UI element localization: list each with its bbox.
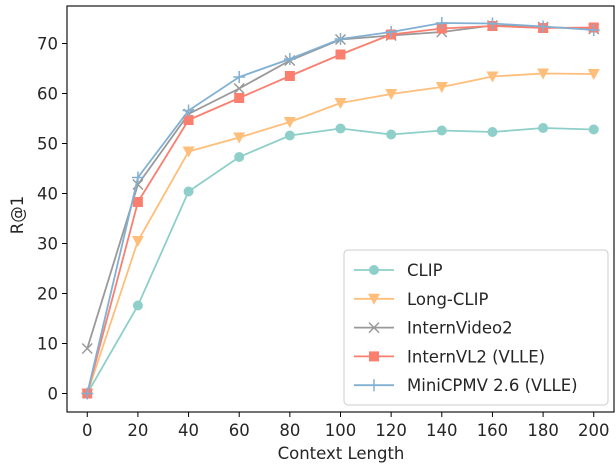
legend-marker bbox=[368, 322, 380, 334]
data-point bbox=[182, 146, 195, 158]
x-tick-label: 80 bbox=[279, 421, 300, 440]
y-tick-label: 40 bbox=[37, 185, 58, 204]
data-point bbox=[436, 125, 447, 136]
data-point bbox=[335, 123, 346, 134]
data-point bbox=[385, 89, 398, 100]
x-tick-label: 200 bbox=[578, 421, 610, 440]
legend-marker bbox=[369, 265, 379, 275]
legend-marker bbox=[368, 379, 380, 392]
data-point bbox=[334, 33, 347, 45]
data-point bbox=[284, 130, 295, 141]
x-tick-label: 140 bbox=[426, 421, 458, 440]
data-point bbox=[233, 132, 246, 144]
data-point bbox=[283, 53, 296, 65]
y-tick-label: 60 bbox=[37, 85, 58, 104]
y-tick-label: 20 bbox=[37, 285, 58, 304]
data-point bbox=[131, 171, 144, 184]
legend-label: Long-CLIP bbox=[407, 290, 488, 309]
data-point bbox=[233, 82, 245, 95]
legend-box bbox=[343, 249, 609, 406]
legend-label: CLIP bbox=[407, 261, 443, 280]
legend-item: InternVideo2 bbox=[354, 319, 513, 338]
data-point bbox=[435, 17, 448, 29]
legend-item: MiniCPMV 2.6 (VLLE) bbox=[354, 376, 578, 395]
data-point bbox=[588, 124, 599, 135]
data-point bbox=[587, 24, 600, 36]
data-point bbox=[487, 127, 498, 137]
data-point bbox=[435, 82, 448, 93]
data-point bbox=[81, 342, 93, 355]
x-tick-label: 60 bbox=[229, 421, 250, 440]
y-tick-label: 70 bbox=[37, 35, 58, 54]
data-point bbox=[537, 68, 550, 80]
data-point bbox=[386, 129, 397, 140]
y-tick-label: 10 bbox=[37, 335, 58, 354]
x-tick-label: 20 bbox=[127, 421, 148, 440]
data-point bbox=[182, 104, 195, 117]
x-tick-label: 160 bbox=[477, 421, 509, 440]
data-point bbox=[283, 117, 296, 128]
legend-item: CLIP bbox=[354, 261, 443, 280]
x-tick-label: 120 bbox=[375, 421, 407, 440]
data-point bbox=[81, 387, 94, 400]
legend-label: MiniCPMV 2.6 (VLLE) bbox=[407, 376, 578, 395]
series-minicpmv-2-6-vlle bbox=[81, 17, 600, 400]
data-point bbox=[284, 71, 295, 81]
x-tick-label: 0 bbox=[82, 421, 93, 440]
legend-marker bbox=[368, 293, 380, 305]
x-tick-label: 180 bbox=[527, 421, 559, 440]
data-point bbox=[385, 26, 398, 38]
x-tick-label: 40 bbox=[178, 421, 199, 440]
legend-item: Long-CLIP bbox=[354, 290, 488, 309]
y-axis-label: R@1 bbox=[8, 196, 27, 234]
data-point bbox=[486, 71, 499, 83]
x-axis-label: Context Length bbox=[278, 444, 405, 463]
data-point bbox=[587, 69, 600, 80]
legend-item: InternVL2 (VLLE) bbox=[354, 347, 545, 366]
y-tick-label: 0 bbox=[48, 385, 59, 404]
data-point bbox=[234, 152, 245, 162]
data-point bbox=[538, 123, 549, 133]
data-point bbox=[537, 20, 550, 33]
x-tick-label: 100 bbox=[325, 421, 357, 440]
legend: CLIP Long-CLIP InternVideo2 InternVL2 (VLLE… bbox=[343, 249, 609, 406]
data-point bbox=[132, 300, 143, 311]
data-point bbox=[132, 197, 143, 207]
legend-label: InternVideo2 bbox=[407, 319, 513, 338]
y-tick-label: 30 bbox=[37, 235, 58, 254]
data-point bbox=[183, 115, 194, 125]
plot-area: 0 20 40 60 80 100 120 140 160 180 200 0 10 20 30 40 50 60… bbox=[37, 5, 615, 440]
legend-label: InternVL2 (VLLE) bbox=[407, 347, 545, 366]
data-point bbox=[334, 98, 347, 109]
y-tick-label: 50 bbox=[37, 135, 58, 154]
data-point bbox=[234, 93, 245, 103]
data-point bbox=[335, 49, 346, 60]
data-point bbox=[233, 71, 246, 83]
data-point bbox=[183, 186, 194, 197]
data-point bbox=[486, 17, 499, 30]
legend-marker bbox=[369, 351, 379, 362]
data-point bbox=[131, 236, 144, 247]
